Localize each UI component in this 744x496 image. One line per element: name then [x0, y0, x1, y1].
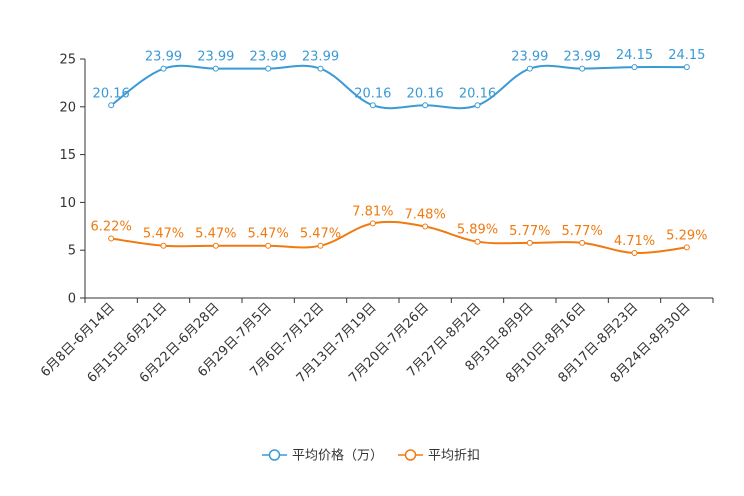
data-point: [422, 223, 429, 230]
y-tick-label: 5: [68, 244, 76, 259]
data-point: [108, 102, 115, 109]
data-point: [474, 102, 481, 109]
data-label: 5.77%: [562, 224, 603, 239]
y-tick-label: 20: [59, 100, 76, 115]
data-label: 5.77%: [509, 224, 550, 239]
data-point: [683, 244, 690, 251]
data-label: 5.47%: [195, 227, 236, 242]
data-label: 5.89%: [457, 223, 498, 238]
data-label: 20.16: [354, 86, 391, 101]
data-point: [160, 65, 167, 72]
legend-marker: [268, 449, 281, 461]
data-label: 4.71%: [614, 234, 655, 249]
data-point: [265, 65, 272, 72]
y-tick-label: 0: [68, 292, 76, 307]
data-label: 24.15: [668, 48, 705, 63]
data-point: [579, 239, 586, 246]
legend-item-0: 平均价格（万）: [262, 448, 383, 464]
data-label: 23.99: [145, 50, 182, 65]
data-point: [108, 235, 115, 242]
data-point: [683, 64, 690, 71]
series-line: [111, 220, 687, 255]
data-label: 7.81%: [352, 204, 393, 219]
data-point: [317, 65, 324, 72]
data-label: 5.47%: [143, 227, 184, 242]
data-label: 5.47%: [248, 227, 289, 242]
legend-label: 平均价格（万）: [292, 448, 383, 464]
data-point: [579, 65, 586, 72]
legend-marker: [404, 449, 417, 461]
data-point: [631, 64, 638, 71]
data-label: 5.29%: [666, 228, 707, 243]
data-point: [474, 238, 481, 245]
series-1: 6.22% 5.47% 5.47% 5.47% 5.47% 7.81% 7.48% 5.89%…: [91, 204, 707, 256]
data-point: [265, 242, 272, 249]
data-label: 7.48%: [405, 207, 446, 222]
legend: 平均价格（万） 平均折扣: [262, 448, 480, 464]
data-label: 5.47%: [300, 227, 341, 242]
data-label: 23.99: [197, 50, 234, 65]
data-point: [317, 242, 324, 249]
data-label: 23.99: [302, 50, 339, 65]
data-point: [369, 220, 376, 227]
data-point: [212, 242, 219, 249]
y-tick-label: 25: [59, 53, 76, 68]
data-point: [212, 65, 219, 72]
data-label: 6.22%: [91, 220, 132, 235]
data-point: [369, 102, 376, 109]
data-point: [526, 239, 533, 246]
data-label: 20.16: [459, 86, 496, 101]
legend-label: 平均折扣: [428, 449, 480, 464]
data-point: [631, 249, 638, 256]
data-point: [526, 65, 533, 72]
data-point: [422, 102, 429, 109]
data-label: 23.99: [250, 50, 287, 65]
data-point: [160, 242, 167, 249]
series-layer: 20.16 23.99 23.99 23.99 23.99 20.16 20.16 20.16…: [91, 48, 707, 256]
data-label: 23.99: [564, 50, 601, 65]
legend-item-1: 平均折扣: [398, 449, 480, 464]
data-label: 23.99: [511, 50, 548, 65]
y-tick-label: 15: [59, 148, 76, 163]
data-label: 20.16: [407, 86, 444, 101]
data-label: 24.15: [616, 48, 653, 63]
y-tick-label: 10: [59, 196, 76, 211]
series-0: 20.16 23.99 23.99 23.99 23.99 20.16 20.16 20.16…: [93, 48, 705, 110]
data-label: 20.16: [93, 86, 130, 101]
series-line: [110, 64, 687, 110]
